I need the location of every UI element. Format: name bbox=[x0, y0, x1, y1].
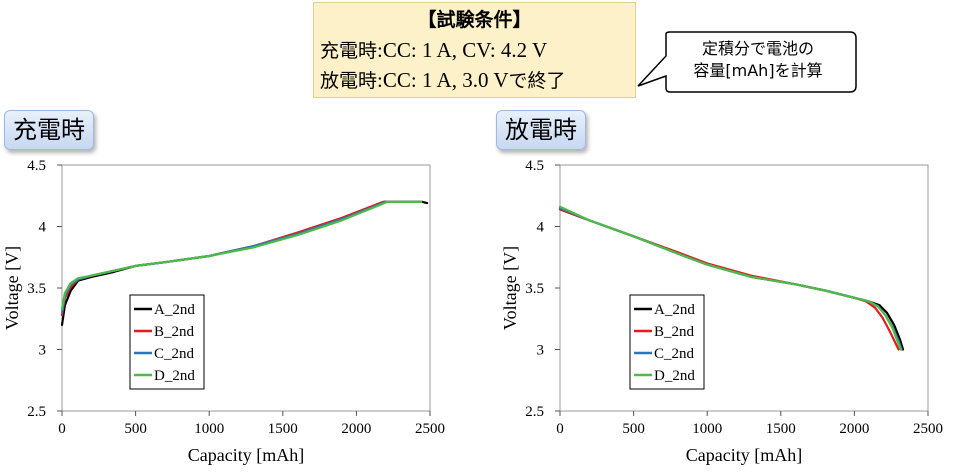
test-conditions-box: 【試験条件】 充電時:CC: 1 A, CV: 4.2 V 放電時:CC: 1 … bbox=[313, 2, 636, 98]
callout-bubble bbox=[637, 31, 857, 93]
y-tick-label: 3.5 bbox=[27, 281, 46, 297]
charge-condition-label: 充電時 bbox=[320, 40, 378, 62]
x-tick-label: 1500 bbox=[766, 421, 796, 437]
legend-label-A_2nd: A_2nd bbox=[154, 302, 195, 318]
x-tick-label: 2500 bbox=[913, 421, 943, 437]
plot-area bbox=[61, 164, 431, 412]
y-axis-label: Voltage [V] bbox=[500, 246, 520, 330]
y-tick-label: 3 bbox=[39, 343, 47, 359]
x-tick-label: 1000 bbox=[194, 421, 224, 437]
discharge-condition-label: 放電時 bbox=[320, 70, 378, 92]
charge-condition-value: :CC: 1 A, CV: 4.2 V bbox=[377, 38, 548, 62]
charge-panel-label: 充電時 bbox=[4, 110, 94, 150]
callout-line-2: 容量[mAh]を計算 bbox=[693, 61, 823, 80]
series-line-D_2nd bbox=[60, 200, 423, 310]
x-tick-label: 0 bbox=[556, 421, 564, 437]
discharge-chart: 0 500 1000 1500 2000 2500 2.5 3 3.5 4 4.5 Capacity … bbox=[500, 158, 943, 465]
legend-label-C_2nd: C_2nd bbox=[654, 346, 695, 362]
x-tick-label: 0 bbox=[58, 421, 66, 437]
discharge-panel-label: 放電時 bbox=[496, 110, 586, 150]
y-tick-label: 4 bbox=[39, 220, 47, 236]
discharge-condition-value: :CC: 1 A, 3.0 V bbox=[377, 68, 509, 92]
y-tick-label: 4.5 bbox=[525, 158, 544, 174]
y-tick-label: 3.5 bbox=[525, 281, 544, 297]
legend-box bbox=[629, 294, 705, 390]
discharge-condition-suffix: で終了 bbox=[508, 70, 566, 92]
charge-condition: 充電時:CC: 1 A, CV: 4.2 V bbox=[320, 36, 547, 63]
x-tick-label: 1000 bbox=[692, 421, 722, 437]
x-tick-label: 2000 bbox=[341, 421, 371, 437]
y-tick-label: 4.5 bbox=[27, 158, 46, 174]
callout-line-1: 定積分で電池の bbox=[701, 39, 814, 58]
x-tick-label: 2000 bbox=[839, 421, 869, 437]
legend-label-C_2nd: C_2nd bbox=[154, 346, 195, 362]
y-tick-label: 4 bbox=[537, 220, 545, 236]
x-tick-label: 500 bbox=[124, 421, 147, 437]
discharge-condition: 放電時:CC: 1 A, 3.0 Vで終了 bbox=[320, 66, 566, 93]
x-tick-label: 1500 bbox=[268, 421, 298, 437]
legend-label-A_2nd: A_2nd bbox=[654, 302, 695, 318]
conditions-title: 【試験条件】 bbox=[417, 9, 532, 31]
y-tick-label: 2.5 bbox=[27, 404, 46, 420]
y-tick-label: 2.5 bbox=[525, 404, 544, 420]
series-line-D_2nd bbox=[558, 205, 902, 351]
x-tick-label: 500 bbox=[622, 421, 645, 437]
legend-box bbox=[129, 294, 205, 390]
x-axis-label: Capacity [mAh] bbox=[188, 445, 304, 465]
legend-label-B_2nd: B_2nd bbox=[154, 324, 195, 340]
callout-text: 定積分で電池の 容量[mAh]を計算 bbox=[662, 38, 854, 82]
plot-area bbox=[559, 164, 929, 412]
x-axis-label: Capacity [mAh] bbox=[686, 445, 802, 465]
legend-label-D_2nd: D_2nd bbox=[154, 368, 195, 384]
legend-label-B_2nd: B_2nd bbox=[654, 324, 695, 340]
y-tick-label: 3 bbox=[537, 343, 545, 359]
x-tick-label: 2500 bbox=[415, 421, 445, 437]
legend-label-D_2nd: D_2nd bbox=[654, 368, 695, 384]
charge-chart: 0 500 1000 1500 2000 2500 2.5 3 3.5 4 4.5 Capacity … bbox=[2, 158, 445, 465]
y-axis-label: Voltage [V] bbox=[2, 246, 22, 330]
